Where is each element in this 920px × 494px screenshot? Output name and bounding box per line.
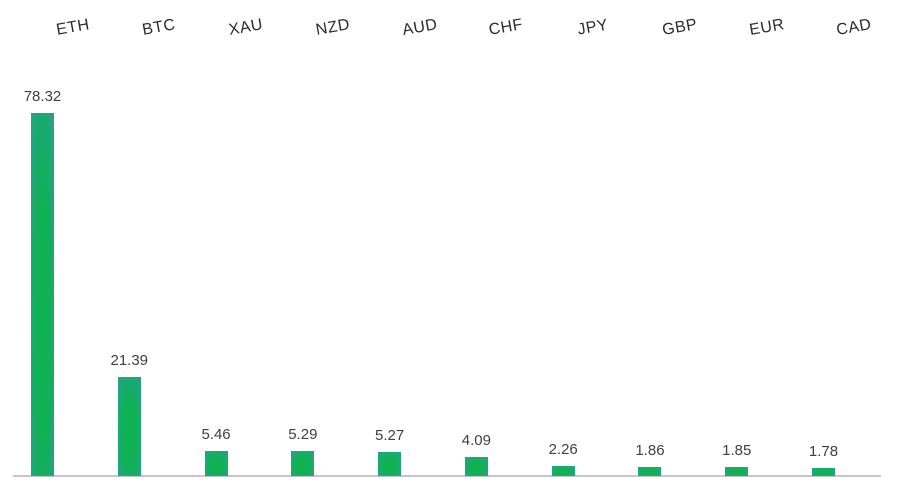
bar-value-label: 4.09 <box>461 432 491 449</box>
category-label: NZD <box>314 16 352 39</box>
category-label: ETH <box>54 16 91 39</box>
category-label: AUD <box>400 16 439 39</box>
bar-jpy <box>551 466 575 476</box>
bar-value-label: 1.78 <box>808 443 839 460</box>
bar-value-label: 5.29 <box>288 426 318 443</box>
bar-cad <box>812 468 836 476</box>
bar-aud <box>378 452 402 476</box>
bar-value-label: 1.85 <box>722 442 752 459</box>
category-label: CAD <box>834 16 873 39</box>
x-axis-line <box>13 475 881 477</box>
bar-value-label: 5.27 <box>375 427 405 444</box>
bar-value-label: 21.39 <box>110 352 149 369</box>
category-label: XAU <box>227 16 265 39</box>
bar-value-label: 78.32 <box>23 88 62 105</box>
bar-value-label: 5.46 <box>201 426 231 443</box>
category-label: CHF <box>487 16 525 39</box>
bar-eur <box>725 467 749 476</box>
bar-chf <box>464 457 488 476</box>
category-label: BTC <box>141 16 178 39</box>
bar-value-label: 1.86 <box>635 442 665 459</box>
category-label: JPY <box>576 16 610 39</box>
bar-eth <box>31 113 54 476</box>
bar-btc <box>117 377 141 476</box>
bar-nzd <box>291 451 315 476</box>
category-label: EUR <box>747 16 786 39</box>
bar-value-label: 2.26 <box>548 441 578 458</box>
category-label: GBP <box>661 16 699 39</box>
bar-gbp <box>638 467 662 476</box>
bar-xau <box>204 451 228 476</box>
